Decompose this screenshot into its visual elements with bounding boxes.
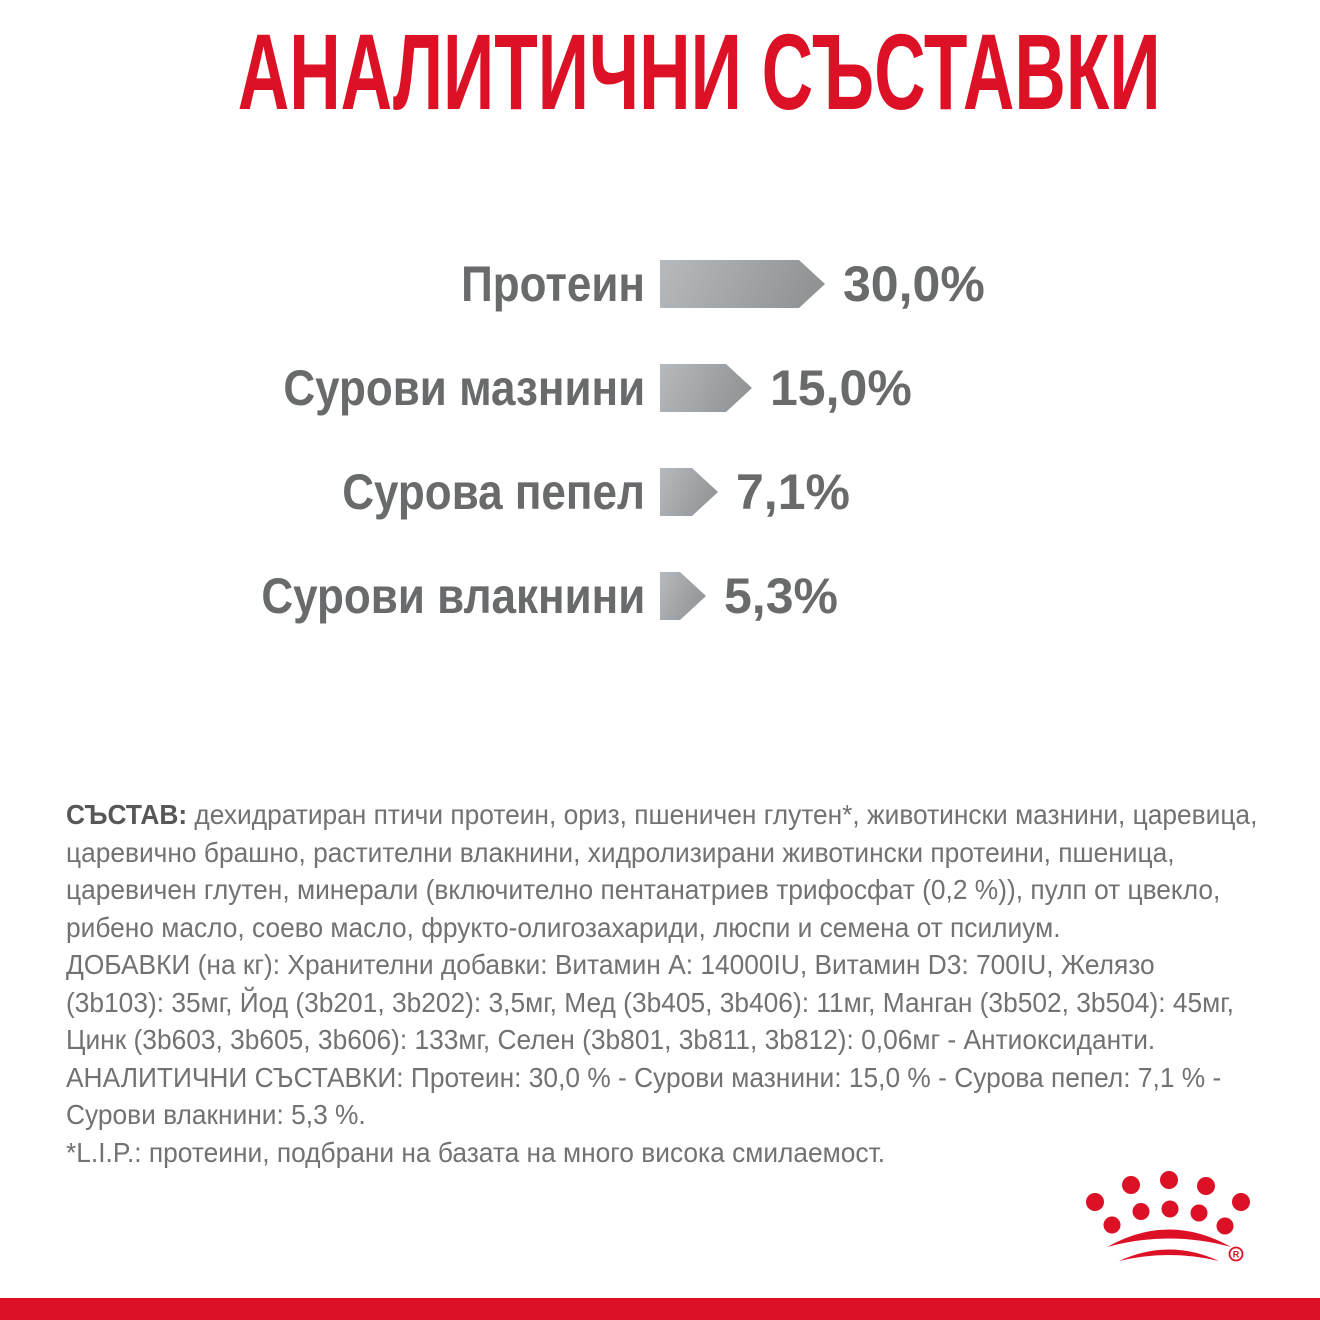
chart-row: Сурови влакнини 5,3% [0, 568, 1320, 624]
nutrient-label: Сурови мазнини [283, 360, 645, 416]
value-bar [660, 364, 752, 412]
chart-row: Сурови мазнини 15,0% [0, 360, 1320, 416]
nutrient-label: Сурови влакнини [261, 568, 645, 624]
nutrient-label: Сурова пепел [342, 464, 645, 520]
nutrient-label: Протеин [461, 256, 645, 312]
chart-rows: Протеин 30,0% Сурови мазнини 15,0% Сурова пе… [0, 256, 1320, 624]
composition-text: дехидратиран птичи протеин, ориз, пшенич… [66, 799, 1258, 943]
chart-row: Протеин 30,0% [0, 256, 1320, 312]
value-bar [660, 260, 825, 308]
value-label: 15,0% [770, 360, 912, 416]
lip-note: *L.I.P.: протеини, подбрани на базата на… [66, 1136, 886, 1168]
royal-canin-crown-icon: R [1086, 1171, 1250, 1262]
value-bar [660, 468, 718, 516]
composition-paragraph: СЪСТАВ: дехидратиран птичи протеин, ориз… [66, 796, 1260, 946]
analytical-constituents-chart: Протеин 30,0% Сурови мазнини 15,0% Сурова пе… [0, 256, 1320, 676]
page-title: АНАЛИТИЧНИ СЪСТАВКИ [0, 18, 1320, 126]
composition-label: СЪСТАВ: [66, 799, 188, 830]
registered-trademark-icon: R [1228, 1246, 1244, 1262]
value-label: 30,0% [843, 256, 985, 312]
additives-paragraph: ДОБАВКИ (на кг): Хранителни добавки: Вит… [66, 949, 1234, 1055]
analytical-paragraph: АНАЛИТИЧНИ СЪСТАВКИ: Протеин: 30,0 % - С… [66, 1061, 1222, 1131]
page-title-text: АНАЛИТИЧНИ СЪСТАВКИ [237, 11, 1161, 132]
footer-red-band [0, 1298, 1320, 1320]
svg-text:R: R [1233, 1250, 1240, 1260]
ingredients-text-block: СЪСТАВ: дехидратиран птичи протеин, ориз… [66, 796, 1260, 1171]
value-bar [660, 572, 706, 620]
value-label: 7,1% [736, 464, 850, 520]
value-label: 5,3% [724, 568, 838, 624]
chart-row: Сурова пепел 7,1% [0, 464, 1320, 520]
